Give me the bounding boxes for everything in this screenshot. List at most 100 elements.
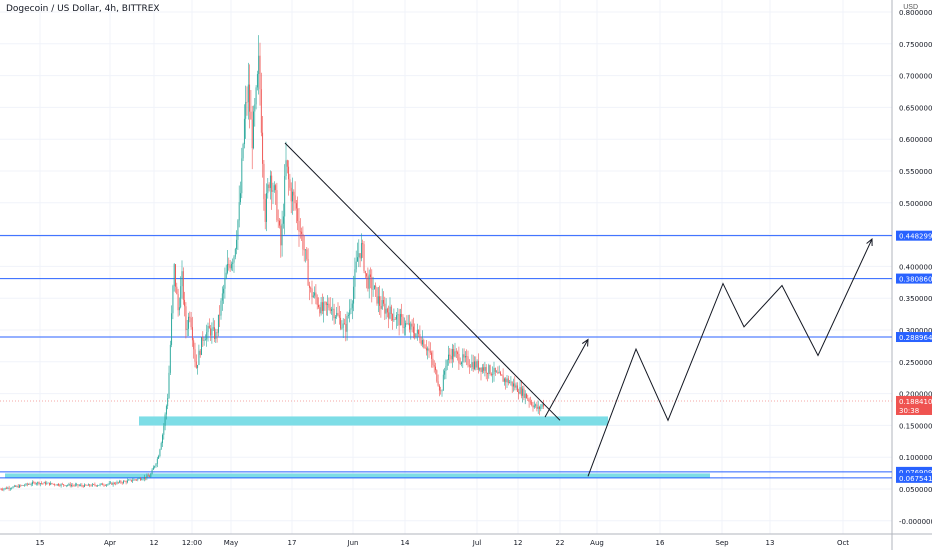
candle-body bbox=[534, 406, 535, 408]
candle-body bbox=[130, 480, 131, 481]
candle-body bbox=[72, 485, 73, 486]
candle-body bbox=[471, 362, 472, 367]
candle-body bbox=[374, 286, 375, 290]
candle-body bbox=[101, 484, 102, 485]
candle-body bbox=[465, 356, 466, 357]
candle-body bbox=[492, 374, 493, 375]
candle-body bbox=[84, 485, 85, 487]
candle-body bbox=[306, 250, 307, 259]
level-label: 0.06754120 bbox=[899, 475, 932, 483]
candle-body bbox=[348, 315, 349, 316]
candle-body bbox=[57, 484, 58, 485]
candle-body bbox=[405, 323, 406, 327]
candle-body bbox=[63, 484, 64, 485]
candle-body bbox=[133, 480, 134, 481]
candle-body bbox=[263, 164, 264, 199]
candle-body bbox=[22, 485, 23, 486]
y-tick-label: 0.50000000 bbox=[899, 200, 932, 208]
candle-body bbox=[46, 483, 47, 484]
x-tick-label: 12 bbox=[514, 539, 523, 547]
candle-body bbox=[141, 480, 142, 481]
candle-body bbox=[453, 349, 454, 357]
candle-body bbox=[178, 294, 179, 310]
candle-body bbox=[88, 484, 89, 485]
candle-body bbox=[505, 379, 506, 383]
candle-body bbox=[100, 484, 101, 485]
candle-body bbox=[516, 385, 517, 387]
candle-body bbox=[273, 190, 274, 192]
candle-body bbox=[510, 382, 511, 383]
candle-body bbox=[139, 478, 140, 479]
x-tick-label: 16 bbox=[656, 539, 665, 547]
candle-body bbox=[530, 402, 531, 403]
candle-body bbox=[406, 323, 407, 324]
candle-body bbox=[500, 372, 501, 374]
y-tick-label: 0.70000000 bbox=[899, 73, 932, 81]
x-tick-label: 12:00 bbox=[182, 539, 202, 547]
candle-body bbox=[137, 479, 138, 480]
candle-body bbox=[408, 323, 409, 324]
countdown-label: 30:38 bbox=[899, 407, 919, 415]
candle-body bbox=[495, 368, 496, 372]
candle-body bbox=[252, 120, 253, 149]
candle-body bbox=[315, 293, 316, 298]
candle-body bbox=[68, 484, 69, 485]
candle-body bbox=[55, 485, 56, 486]
candle-body bbox=[443, 375, 444, 391]
candle-body bbox=[2, 489, 3, 490]
candle-body bbox=[275, 185, 276, 190]
candle-body bbox=[462, 354, 463, 362]
projection-path bbox=[588, 239, 872, 476]
candle-body bbox=[308, 259, 309, 286]
y-tick-label: 0.10000000 bbox=[899, 454, 932, 462]
candle-body bbox=[205, 340, 206, 341]
candle-body bbox=[76, 484, 77, 485]
x-tick-label: 12 bbox=[150, 539, 159, 547]
candle-body bbox=[231, 264, 232, 268]
candle-body bbox=[491, 374, 492, 375]
candle-body bbox=[37, 482, 38, 483]
candle-body bbox=[364, 244, 365, 271]
candle-body bbox=[197, 365, 198, 368]
candle-body bbox=[245, 102, 246, 119]
candle-body bbox=[213, 327, 214, 328]
candle-body bbox=[201, 337, 202, 355]
candle-body bbox=[166, 406, 167, 414]
candle-body bbox=[400, 314, 401, 325]
candle-body bbox=[331, 309, 332, 311]
candle-body bbox=[509, 382, 510, 383]
candle-body bbox=[477, 361, 478, 368]
candle-body bbox=[156, 464, 157, 466]
candle-body bbox=[107, 484, 108, 485]
candle-body bbox=[494, 368, 495, 374]
candle-body bbox=[105, 485, 106, 486]
candle-body bbox=[136, 480, 137, 481]
candle-body bbox=[312, 288, 313, 297]
candle-body bbox=[393, 319, 394, 320]
candle-body bbox=[258, 56, 259, 74]
candle-body bbox=[170, 345, 171, 373]
candle-body bbox=[283, 216, 284, 223]
candle-body bbox=[292, 192, 293, 202]
candle-body bbox=[427, 348, 428, 350]
y-tick-label: -0.00000000 bbox=[899, 518, 932, 526]
candle-body bbox=[250, 112, 251, 120]
candle-body bbox=[167, 398, 168, 406]
candle-body bbox=[154, 466, 155, 467]
candle-body bbox=[148, 475, 149, 476]
candle-body bbox=[19, 485, 20, 487]
candle-body bbox=[49, 483, 50, 485]
candle-body bbox=[237, 220, 238, 239]
candle-body bbox=[149, 476, 150, 477]
candle-body bbox=[336, 313, 337, 317]
candle-body bbox=[423, 340, 424, 347]
candle-body bbox=[399, 314, 400, 325]
x-tick-label: Apr bbox=[104, 539, 116, 547]
x-tick-label: Jun bbox=[347, 539, 359, 547]
candle-body bbox=[473, 362, 474, 369]
candle-body bbox=[484, 367, 485, 371]
candle-body bbox=[414, 333, 415, 337]
candle-body bbox=[497, 372, 498, 374]
